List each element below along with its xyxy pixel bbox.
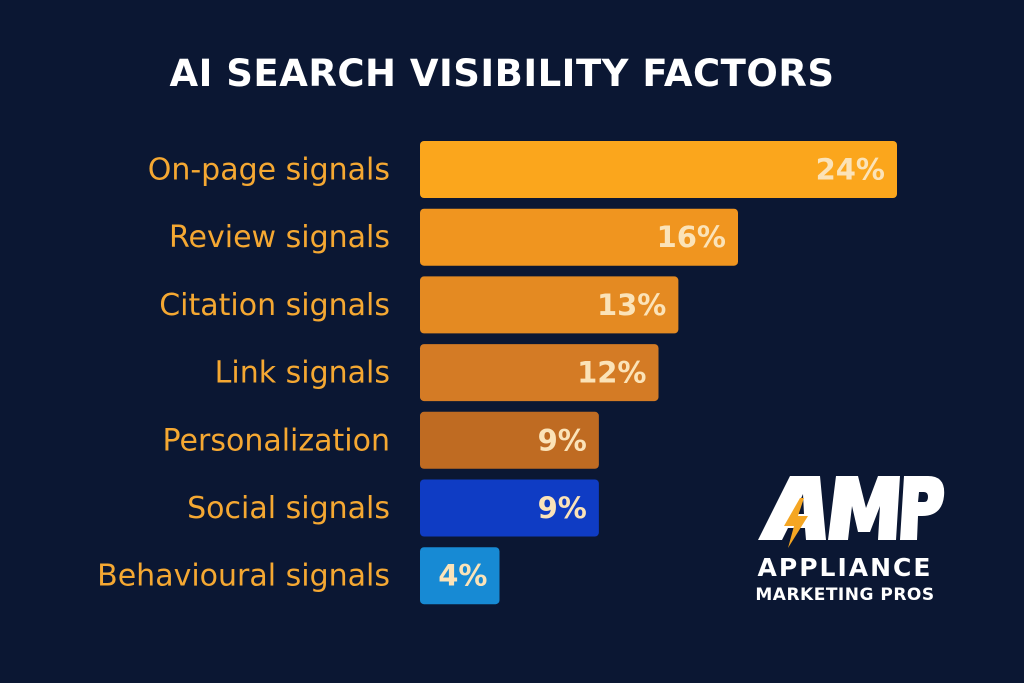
logo-text-appliance: APPLIANCE xyxy=(757,553,933,582)
logo-letter-m-icon xyxy=(828,476,900,540)
value-label: 4% xyxy=(438,559,487,593)
chart-title: AI SEARCH VISIBILITY FACTORS xyxy=(169,52,835,95)
amp-logo xyxy=(758,476,945,548)
value-label: 13% xyxy=(597,288,666,322)
value-label: 24% xyxy=(816,153,885,187)
logo-text-marketing-pros: MARKETING PROS xyxy=(755,585,935,605)
category-label: Personalization xyxy=(163,423,390,458)
bar xyxy=(420,411,599,469)
bar xyxy=(420,208,738,266)
category-label: Link signals xyxy=(215,356,390,391)
bar xyxy=(420,141,897,198)
lightning-bolt-icon xyxy=(784,498,808,548)
category-label: Behavioural signals xyxy=(97,559,390,594)
bar-group: On-page signals 24% Review signals 16% Citat… xyxy=(97,141,897,605)
value-label: 16% xyxy=(657,220,726,254)
bar xyxy=(420,547,500,605)
bar xyxy=(420,276,679,334)
bar xyxy=(420,479,599,537)
bar xyxy=(420,344,659,402)
category-label: Citation signals xyxy=(159,288,390,323)
logo-letter-p-icon xyxy=(900,476,945,540)
category-label: Social signals xyxy=(187,491,390,526)
value-label: 9% xyxy=(538,423,587,457)
value-label: 9% xyxy=(538,491,587,525)
logo-letter-a-icon xyxy=(758,476,826,540)
category-label: Review signals xyxy=(169,220,390,255)
value-label: 12% xyxy=(577,356,646,390)
category-label: On-page signals xyxy=(148,153,390,188)
